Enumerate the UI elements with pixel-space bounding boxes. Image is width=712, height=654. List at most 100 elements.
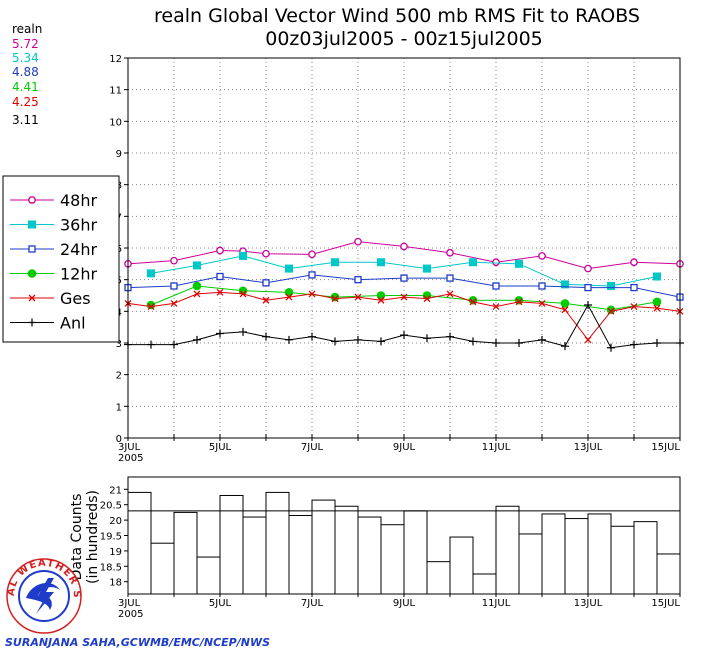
data-point <box>285 293 293 301</box>
chart-title: realn Global Vector Wind 500 mb RMS Fit … <box>154 5 640 27</box>
data-point <box>354 335 362 344</box>
data-point <box>584 283 592 292</box>
data-point <box>446 332 454 341</box>
count-y-tick-label: 20.5 <box>100 501 122 512</box>
x-tick-label: 9JUL <box>393 442 416 453</box>
legend-entry-ges: Ges <box>10 289 91 308</box>
x-year-label: 2005 <box>118 609 143 620</box>
data-point <box>285 264 293 273</box>
data-point <box>192 281 202 291</box>
x-tick-label: 15JUL <box>651 598 680 609</box>
data-point <box>262 249 270 258</box>
x-year-label: 2005 <box>118 453 143 464</box>
legend-entry-36hr: 36hr <box>10 216 98 235</box>
data-point <box>377 296 385 304</box>
legend: 48hr 36hr 24hr 12hr Ges Anl <box>10 191 98 333</box>
data-point <box>469 298 477 306</box>
count-bar <box>541 513 566 595</box>
data-point <box>146 300 156 310</box>
count-y-tick-label: 20 <box>109 516 122 527</box>
count-bar <box>288 514 313 595</box>
stat-24hr: 4.88 <box>12 65 39 79</box>
data-point <box>514 295 524 305</box>
count-y-tick-label: 19.5 <box>100 532 122 543</box>
stat-anl: 3.11 <box>12 113 39 127</box>
data-point <box>630 303 638 311</box>
legend-entry-12hr: 12hr <box>10 265 98 284</box>
data-point <box>653 272 661 281</box>
main-x-ticks: 3JUL 5JUL 7JUL 9JUL 11JUL 13JUL 15JUL 2005 <box>118 434 681 464</box>
data-point <box>515 298 523 306</box>
count-y-tick-label: 19 <box>109 547 122 558</box>
x-tick-label: 13JUL <box>574 598 603 609</box>
data-point <box>469 337 477 346</box>
data-point <box>354 237 362 246</box>
count-bar <box>472 573 497 595</box>
data-point <box>446 290 454 298</box>
data-point <box>193 261 201 270</box>
data-point <box>239 290 247 298</box>
legend-marker <box>28 245 36 253</box>
data-point <box>400 293 408 301</box>
legend-label: 48hr <box>60 191 98 210</box>
data-point <box>400 331 408 340</box>
x-tick-label: 11JUL <box>482 598 511 609</box>
data-point <box>400 274 408 282</box>
legend-entry-24hr: 24hr <box>10 240 98 259</box>
data-point <box>469 258 477 267</box>
legend-label: 12hr <box>60 265 98 284</box>
count-y-ticks: 18 18.5 19 19.5 20 20.5 21 <box>100 485 128 589</box>
count-bar <box>311 499 336 595</box>
count-bar <box>587 513 612 595</box>
data-point <box>652 297 662 307</box>
y-tick-label: 10 <box>109 117 122 128</box>
x-tick-label: 3JUL <box>118 598 141 609</box>
legend-marker <box>27 269 37 278</box>
series-24hr <box>124 271 684 301</box>
data-point <box>147 303 155 311</box>
data-point <box>653 339 661 347</box>
data-point <box>561 280 569 289</box>
data-point <box>630 340 638 349</box>
count-bar <box>633 521 658 595</box>
count-bar <box>334 505 359 595</box>
data-point <box>285 335 293 344</box>
data-point <box>354 293 362 301</box>
data-point <box>147 269 155 278</box>
data-point <box>561 342 569 351</box>
data-point <box>607 307 615 315</box>
data-point <box>170 282 178 290</box>
legend-entry-48hr: 48hr <box>10 191 98 210</box>
data-point <box>538 335 546 344</box>
data-point <box>423 264 431 273</box>
data-point <box>492 303 500 311</box>
data-point <box>170 256 178 265</box>
count-bar <box>403 510 428 595</box>
chart-subtitle: 00z03jul2005 - 00z15jul2005 <box>265 28 543 50</box>
count-bar <box>564 518 589 595</box>
data-point <box>216 288 224 296</box>
credit-text: SURANJANA SAHA,GCWMB/EMC/NCEP/NWS <box>5 636 270 649</box>
legend-label: 36hr <box>60 216 98 235</box>
series-line <box>150 285 658 311</box>
data-point <box>262 296 270 304</box>
count-bar <box>196 556 221 595</box>
data-point <box>538 252 546 260</box>
count-bar <box>449 536 474 595</box>
count-bar <box>173 511 198 595</box>
stats-label: realn <box>12 22 42 36</box>
data-point <box>170 340 178 349</box>
data-point <box>653 304 661 312</box>
count-bar <box>219 494 244 595</box>
data-point <box>446 248 454 257</box>
count-bar <box>357 516 382 595</box>
data-point <box>584 264 592 273</box>
data-point <box>308 271 316 279</box>
data-point <box>193 335 201 344</box>
data-point <box>308 290 316 298</box>
stats-block: realn 5.72 5.34 4.88 4.41 4.25 3.11 <box>12 22 42 127</box>
stat-48hr: 5.72 <box>12 37 39 51</box>
data-point <box>584 301 592 309</box>
x-tick-label: 9JUL <box>393 598 416 609</box>
